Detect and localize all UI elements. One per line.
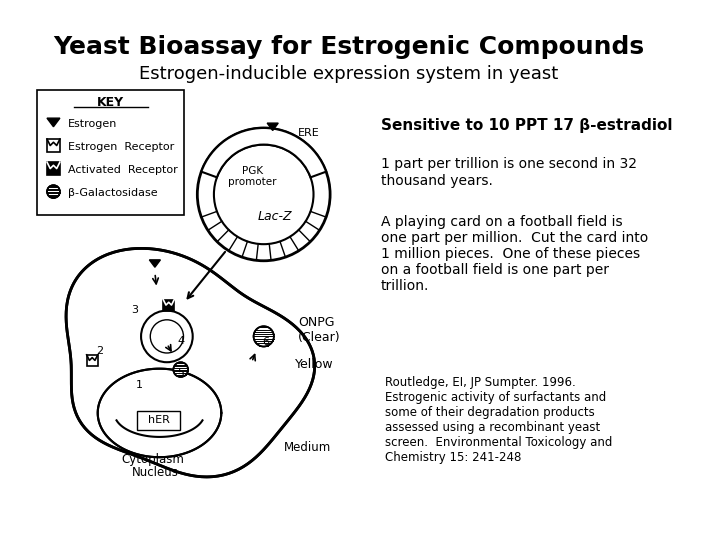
Circle shape (47, 185, 60, 198)
Text: Activated  Receptor: Activated Receptor (68, 165, 178, 176)
Text: 4: 4 (177, 336, 184, 346)
Circle shape (141, 310, 193, 362)
Text: Cytoplasm: Cytoplasm (122, 453, 184, 465)
FancyBboxPatch shape (163, 300, 174, 310)
Text: Estrogen: Estrogen (68, 119, 117, 129)
Text: Sensitive to 10 PPT 17 β-estradiol: Sensitive to 10 PPT 17 β-estradiol (381, 118, 672, 133)
Text: 1 part per trillion is one second in 32
thousand years.: 1 part per trillion is one second in 32 … (381, 158, 636, 188)
Text: Yellow: Yellow (295, 357, 333, 370)
FancyBboxPatch shape (47, 139, 60, 152)
Polygon shape (47, 118, 60, 127)
Text: β-Galactosidase: β-Galactosidase (68, 188, 158, 199)
Text: ERE: ERE (298, 127, 320, 138)
Text: hER: hER (148, 415, 169, 426)
Circle shape (253, 326, 274, 347)
Text: A playing card on a football field is
one part per million.  Cut the card into
1: A playing card on a football field is on… (381, 215, 648, 293)
Text: 6: 6 (262, 337, 269, 347)
Text: Yeast Bioassay for Estrogenic Compounds: Yeast Bioassay for Estrogenic Compounds (53, 35, 644, 59)
Wedge shape (202, 128, 326, 177)
Text: 2: 2 (96, 346, 103, 356)
Polygon shape (149, 260, 161, 267)
Text: Lac-Z: Lac-Z (258, 210, 292, 223)
Text: KEY: KEY (97, 96, 124, 109)
FancyBboxPatch shape (86, 355, 98, 366)
Text: ONPG
(Clear): ONPG (Clear) (298, 316, 341, 344)
Text: 5: 5 (177, 368, 184, 379)
FancyBboxPatch shape (138, 411, 180, 429)
FancyBboxPatch shape (37, 90, 184, 215)
Text: PGK
promoter: PGK promoter (228, 166, 277, 187)
Text: Estrogen  Receptor: Estrogen Receptor (68, 143, 174, 152)
Text: 3: 3 (131, 305, 138, 315)
Circle shape (174, 362, 188, 377)
Text: Estrogen-inducible expression system in yeast: Estrogen-inducible expression system in … (139, 65, 558, 84)
Polygon shape (66, 248, 315, 477)
Text: 1: 1 (135, 380, 143, 390)
Text: Routledge, EI, JP Sumpter. 1996.
Estrogenic activity of surfactants and
some of : Routledge, EI, JP Sumpter. 1996. Estroge… (385, 376, 613, 464)
FancyBboxPatch shape (47, 162, 60, 175)
Text: Nucleus: Nucleus (132, 467, 179, 480)
Polygon shape (98, 369, 221, 457)
Circle shape (150, 320, 184, 353)
Text: Medium: Medium (284, 441, 330, 454)
Circle shape (197, 128, 330, 261)
Circle shape (214, 145, 313, 244)
Polygon shape (267, 123, 278, 131)
